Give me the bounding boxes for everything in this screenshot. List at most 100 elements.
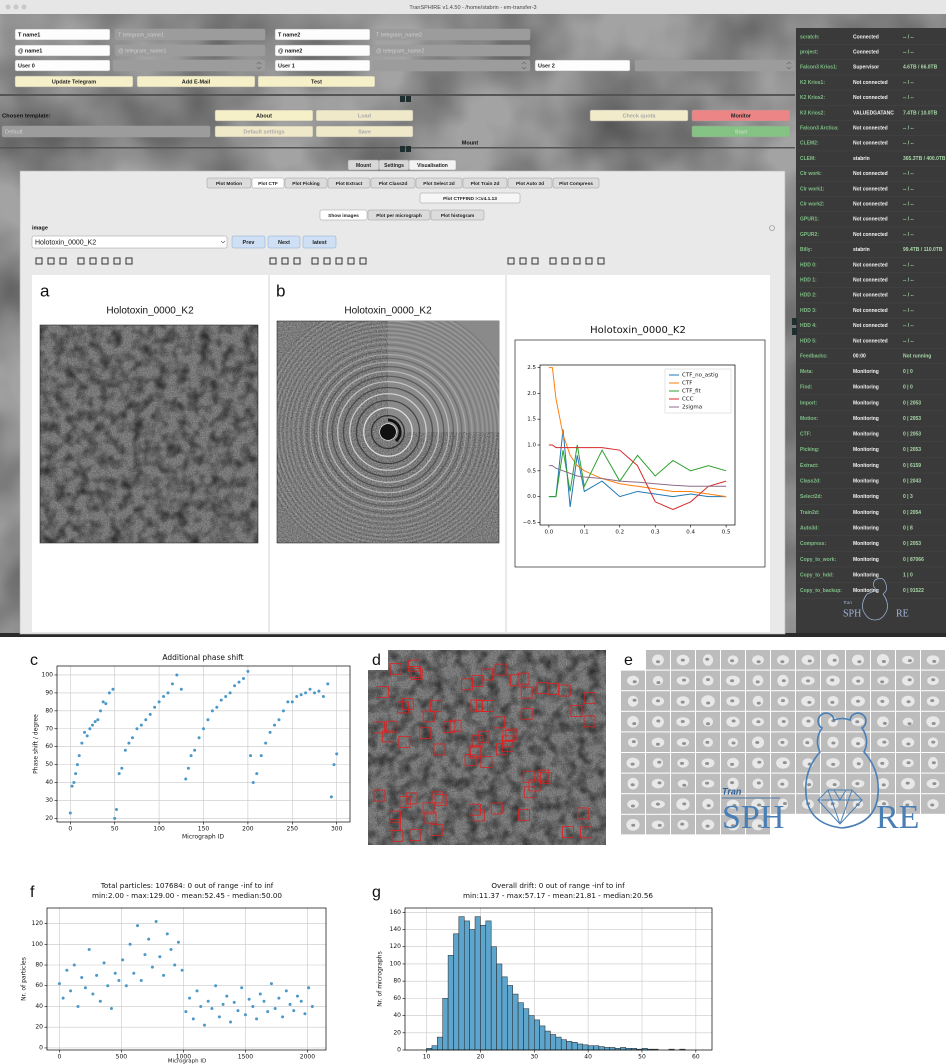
class-detail (932, 722, 936, 725)
point (259, 993, 262, 996)
class-detail (855, 720, 859, 723)
class-detail (631, 804, 635, 807)
tab-text: Plot Motion (216, 181, 242, 187)
status-text: 1 | 0 (903, 572, 913, 578)
point (94, 720, 97, 723)
class-detail (882, 660, 886, 663)
point (303, 1012, 306, 1015)
user-select[interactable] (635, 60, 795, 71)
x-tick-label: 150 (198, 826, 210, 833)
point (210, 1007, 213, 1010)
class-detail (656, 720, 660, 723)
point (80, 976, 83, 979)
template-select[interactable] (2, 126, 210, 137)
class-detail (931, 741, 935, 744)
tab-text: Mount (356, 163, 371, 169)
point (69, 989, 72, 992)
collapse-icon[interactable] (792, 328, 797, 335)
class-detail (731, 741, 735, 744)
class-detail (932, 660, 936, 663)
class-detail (705, 658, 709, 661)
point (322, 695, 325, 698)
y-tick-label: 70 (45, 725, 53, 732)
status-text: Monitoring (853, 479, 879, 485)
status-text: 7.4TB / 10.0TB (903, 110, 938, 116)
point (95, 974, 98, 977)
class-detail (658, 781, 662, 784)
button-text: Monitor (731, 113, 752, 119)
class-detail (833, 783, 837, 786)
status-text: Compress: (800, 541, 826, 547)
window-button[interactable] (6, 5, 11, 10)
point (114, 972, 117, 975)
x-tick-label: 200 (242, 826, 254, 833)
y-tick-label: 60 (393, 995, 401, 1002)
chart: 2030405060708090100050100150200250300Add… (33, 653, 351, 841)
point (188, 997, 191, 1000)
y-tick-label: 40 (35, 1003, 43, 1010)
y-axis-label: Nr. of micrographs (377, 951, 384, 1006)
point (103, 961, 106, 964)
center (380, 424, 396, 440)
x-tick-label: 0.2 (615, 530, 624, 536)
chart-title: Overall drift: 0 out of range -inf to in… (491, 881, 625, 890)
y-tick-label: 60 (35, 982, 43, 989)
toggle-icon[interactable] (406, 146, 411, 152)
class-particle (877, 654, 889, 666)
collapse-icon[interactable] (792, 318, 797, 325)
point (203, 1024, 206, 1027)
point (83, 731, 86, 734)
chart: 020406080100120140160102030405060Overall… (377, 881, 713, 1061)
point (115, 808, 118, 811)
class-detail (880, 700, 884, 703)
point (252, 781, 255, 784)
point (88, 948, 91, 951)
point (117, 979, 120, 982)
status-text: -- / -- (903, 323, 914, 329)
y-tick-label: 30 (45, 797, 53, 804)
point (162, 974, 165, 977)
user-select[interactable] (373, 60, 530, 71)
status-text: Monitoring (853, 447, 879, 453)
tab-text: Show images (328, 213, 359, 219)
class-particle (902, 656, 914, 664)
window-button[interactable] (22, 5, 27, 10)
class-detail (682, 679, 686, 682)
point (246, 670, 249, 673)
point (269, 731, 272, 734)
legend-label: CTF_no_astig (682, 373, 718, 379)
x-tick-label: 50 (638, 1054, 646, 1061)
class-detail (656, 803, 660, 806)
toggle-icon[interactable] (400, 146, 405, 152)
point (285, 989, 288, 992)
user-select[interactable] (113, 60, 265, 71)
tab-text: Plot Picking (292, 181, 320, 187)
button-text: Save (358, 129, 371, 135)
y-tick-label: 20 (45, 815, 53, 822)
toggle-icon[interactable] (406, 96, 411, 102)
point (84, 986, 87, 989)
class-particle (701, 695, 715, 707)
plot-title: Holotoxin_0000_K2 (106, 306, 194, 317)
status-text: 4.6TB / 66.0TB (903, 65, 938, 71)
status-text: Falcon3 Arctica: (800, 126, 839, 132)
panel-label: b (276, 281, 285, 300)
point (300, 693, 303, 696)
separator (0, 94, 795, 96)
text-input-text: T name1 (18, 32, 40, 38)
window-button[interactable] (14, 5, 19, 10)
bar (448, 955, 453, 1050)
bar (432, 1046, 437, 1050)
text-input-text: @ telegram_name1 (118, 48, 166, 54)
class-detail (856, 742, 860, 745)
point (127, 742, 130, 745)
class-detail (730, 781, 734, 784)
point (296, 995, 299, 998)
bar (486, 921, 491, 1050)
point (330, 795, 333, 798)
point (175, 673, 178, 676)
class-detail (757, 761, 761, 764)
x-tick-label: 0.5 (722, 530, 731, 536)
status-text: Picking: (800, 447, 820, 453)
toggle-icon[interactable] (400, 96, 405, 102)
